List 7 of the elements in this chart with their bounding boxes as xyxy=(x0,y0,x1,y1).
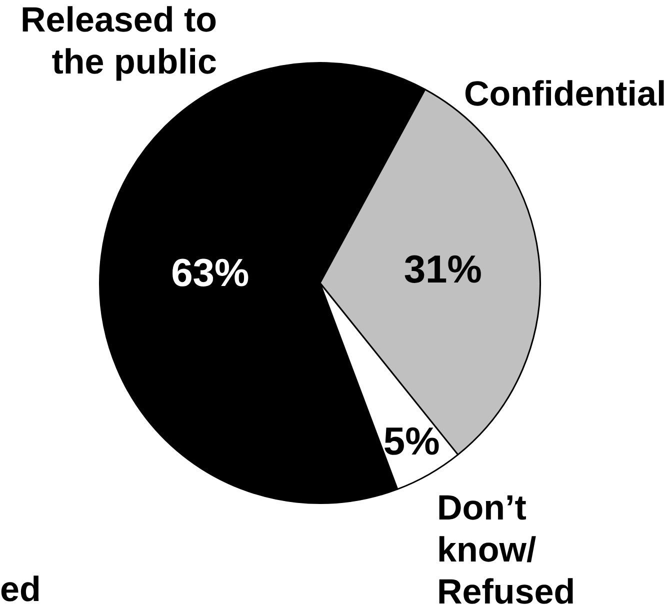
data-label: 5% xyxy=(383,420,440,464)
data-label: 63% xyxy=(171,252,250,296)
slice-label: Released to the public xyxy=(20,0,217,82)
data-label: 31% xyxy=(404,248,482,292)
text: ed xyxy=(0,570,41,608)
slice-label: Don’t know/Refused xyxy=(437,488,576,608)
slice-label: Confidential xyxy=(464,74,666,114)
